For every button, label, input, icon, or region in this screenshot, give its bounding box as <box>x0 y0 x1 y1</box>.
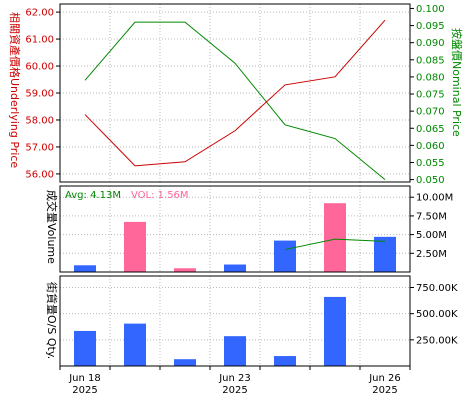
volume-avg-line <box>284 238 386 251</box>
os-tick-label-1: 500.00K <box>416 309 458 320</box>
nominal-tick-label-3: 0.065 <box>416 124 445 135</box>
os-qty-bar-1 <box>124 323 146 366</box>
nominal-tick-label-9: 0.095 <box>416 21 445 32</box>
legend-avg: Avg: 4.13M <box>65 190 121 201</box>
os-qty-panel: 250.00K 500.00K 750.00K <box>59 275 458 367</box>
volume-bar-4 <box>274 240 296 272</box>
os-tick-label-2: 750.00K <box>416 283 458 294</box>
x-tick-label-1-year: 2025 <box>222 385 247 396</box>
x-tick-label-0-year: 2025 <box>72 385 97 396</box>
nominal-tick-label-8: 0.090 <box>416 38 445 49</box>
volume-tick-label-0: 2.50M <box>416 249 447 260</box>
nominal-tick-label-0: 0.050 <box>416 175 445 186</box>
os-qty-bar-2 <box>174 359 196 366</box>
legend-vol: VOL: 1.56M <box>131 190 189 201</box>
volume-axis-title: 成交量Volume <box>45 190 59 264</box>
underlying-price-line <box>84 19 386 167</box>
nominal-tick-label-1: 0.055 <box>416 158 445 169</box>
volume-bar-0 <box>74 265 96 272</box>
volume-bar-1 <box>124 221 146 272</box>
x-tick-label-1-date: Jun 23 <box>218 373 251 384</box>
nominal-tick-label-6: 0.080 <box>416 72 445 83</box>
underlying-tick-label-3: 59.00 <box>25 89 54 100</box>
underlying-tick-label-4: 60.00 <box>25 62 54 73</box>
os-qty-bar-3 <box>224 336 246 366</box>
underlying-axis-title: 相關資產價格Underlying Price <box>8 12 22 168</box>
volume-panel: 2.50M 5.00M 7.50M 10.00M <box>59 185 453 273</box>
os-qty-axis-title: 街貨量O/S Qty. <box>45 282 59 359</box>
os-qty-bar-0 <box>74 330 96 366</box>
volume-tick-label-3: 10.00M <box>416 193 453 204</box>
os-qty-bar-4 <box>274 356 296 366</box>
x-tick-label-2-date: Jun 26 <box>368 373 401 384</box>
nominal-price-line <box>84 21 386 180</box>
underlying-tick-label-5: 61.00 <box>25 35 54 46</box>
os-tick-label-0: 250.00K <box>416 335 458 346</box>
nominal-tick-label-5: 0.075 <box>416 90 445 101</box>
os-frame <box>59 275 411 367</box>
x-tick-label-0-date: Jun 18 <box>68 373 101 384</box>
price-panel: 56.00 57.00 58.00 59.00 60.00 61.00 62.00 0.050… <box>25 3 445 186</box>
volume-bar-3 <box>224 264 246 272</box>
price-frame <box>59 3 411 183</box>
underlying-tick-label-0: 56.00 <box>25 169 54 180</box>
volume-frame <box>59 185 411 273</box>
nominal-tick-label-2: 0.060 <box>416 141 445 152</box>
underlying-tick-label-1: 57.00 <box>25 142 54 153</box>
nominal-axis-title: 按盤價Nominal Price <box>450 28 464 137</box>
volume-tick-label-1: 5.00M <box>416 230 447 241</box>
volume-bar-5 <box>324 203 346 272</box>
nominal-tick-label-4: 0.070 <box>416 107 445 118</box>
x-tick-label-2-year: 2025 <box>372 385 397 396</box>
underlying-tick-label-6: 62.00 <box>25 8 54 19</box>
volume-tick-label-2: 7.50M <box>416 211 447 222</box>
volume-bar-2 <box>174 268 196 272</box>
nominal-tick-label-7: 0.085 <box>416 55 445 66</box>
volume-bar-6 <box>374 236 396 272</box>
os-qty-bar-5 <box>324 296 346 366</box>
nominal-tick-label-10: 0.100 <box>416 4 445 15</box>
underlying-tick-label-2: 58.00 <box>25 115 54 126</box>
